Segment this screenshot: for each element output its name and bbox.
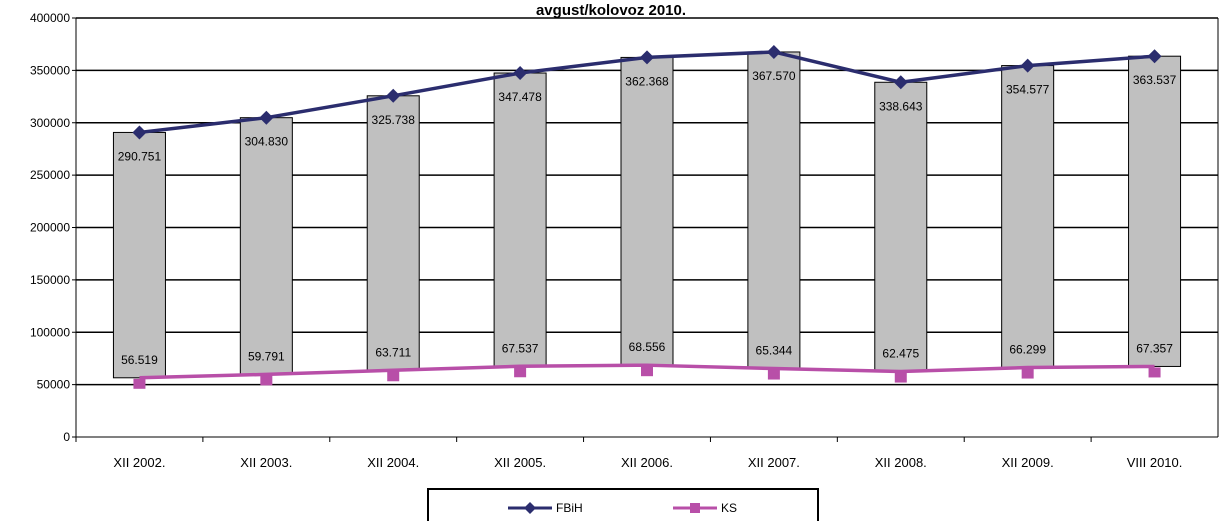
data-point-fbih (1147, 49, 1162, 64)
x-tick-label: XII 2006. (621, 455, 673, 470)
y-tick-label: 400000 (30, 11, 70, 25)
legend-label-fbih: FBiH (556, 501, 583, 515)
data-label-fbih: 362.368 (625, 74, 669, 88)
data-label-ks: 62.475 (882, 347, 919, 361)
data-label-ks: 56.519 (121, 353, 158, 367)
data-point-ks (133, 378, 146, 389)
data-label-fbih: 363.537 (1133, 73, 1177, 87)
data-point-fbih (640, 50, 654, 65)
range-bar (239, 117, 293, 375)
legend-box (427, 488, 819, 521)
chart-title: avgust/kolovoz 2010. (535, 2, 687, 19)
data-point-ks (260, 375, 273, 386)
data-label-fbih: 290.751 (118, 149, 162, 163)
data-point-fbih (132, 125, 147, 140)
x-tick-label: XII 2008. (875, 455, 927, 470)
data-label-ks: 59.791 (248, 349, 285, 363)
range-bar (112, 131, 166, 379)
data-label-fbih: 347.478 (498, 90, 542, 104)
y-tick-label: 100000 (30, 325, 70, 339)
data-label-fbih: 367.570 (752, 69, 796, 83)
legend-label-ks: KS (721, 501, 737, 515)
legend-marker-fbih (524, 502, 536, 514)
range-bar (874, 81, 928, 373)
data-label-ks: 66.299 (1009, 343, 1046, 357)
x-tick-label: VIII 2010. (1127, 455, 1183, 470)
range-bar (493, 72, 547, 367)
x-axis: XII 2002. XII 2003. XII 2004. XII 2005. XII … (75, 436, 1218, 470)
y-tick-label: 300000 (30, 116, 70, 130)
data-label-fbih: 325.738 (372, 113, 416, 127)
data-point-fbih (513, 66, 528, 81)
data-point-ks (894, 372, 907, 383)
legend-marker-ks (690, 503, 700, 513)
series-lines (132, 44, 1162, 389)
data-point-ks (1021, 368, 1034, 379)
x-tick-label: XII 2009. (1002, 455, 1054, 470)
x-tick-label: XII 2005. (494, 455, 546, 470)
range-bar (366, 95, 420, 371)
range-bars (112, 51, 1182, 379)
data-label-fbih: 354.577 (1006, 83, 1050, 97)
range-bar (620, 56, 674, 366)
y-tick-label: 0 (63, 430, 70, 444)
data-point-ks (387, 371, 400, 382)
series-line-ks (139, 363, 1155, 380)
data-point-fbih (386, 88, 401, 103)
data-point-ks (514, 367, 527, 378)
data-point-fbih (259, 110, 274, 125)
data-label-ks: 67.357 (1136, 341, 1173, 355)
data-label-ks: 65.344 (756, 344, 793, 358)
data-point-fbih (766, 44, 781, 59)
x-tick-label: XII 2007. (748, 455, 800, 470)
y-tick-label: 50000 (37, 378, 71, 392)
data-point-ks (767, 369, 780, 380)
data-label-ks: 63.711 (375, 345, 411, 359)
range-bar (1001, 65, 1055, 369)
data-label-ks: 68.556 (629, 340, 666, 354)
data-point-fbih (893, 75, 908, 90)
y-tick-label: 150000 (30, 273, 70, 287)
data-label-fbih: 338.643 (879, 99, 923, 113)
data-labels: 290.751 304.830 325.738 347.478 362.368 367.5… (118, 69, 1177, 367)
range-bar (747, 51, 801, 370)
y-tick-label: 250000 (30, 168, 70, 182)
data-label-ks: 67.537 (502, 341, 539, 355)
data-point-fbih (1020, 58, 1035, 73)
data-point-ks (1148, 367, 1161, 378)
x-tick-label: XII 2002. (113, 455, 165, 470)
data-label-fbih: 304.830 (245, 135, 289, 149)
y-tick-label: 350000 (30, 63, 70, 77)
data-point-ks (641, 366, 653, 377)
y-tick-label: 200000 (30, 221, 70, 235)
x-tick-label: XII 2003. (240, 455, 292, 470)
range-bar (1128, 55, 1182, 367)
y-axis: 0 50000 100000 150000 200000 250000 300000 3500… (30, 11, 1219, 444)
legend: FBiH KS (427, 488, 819, 521)
x-tick-label: XII 2004. (367, 455, 419, 470)
